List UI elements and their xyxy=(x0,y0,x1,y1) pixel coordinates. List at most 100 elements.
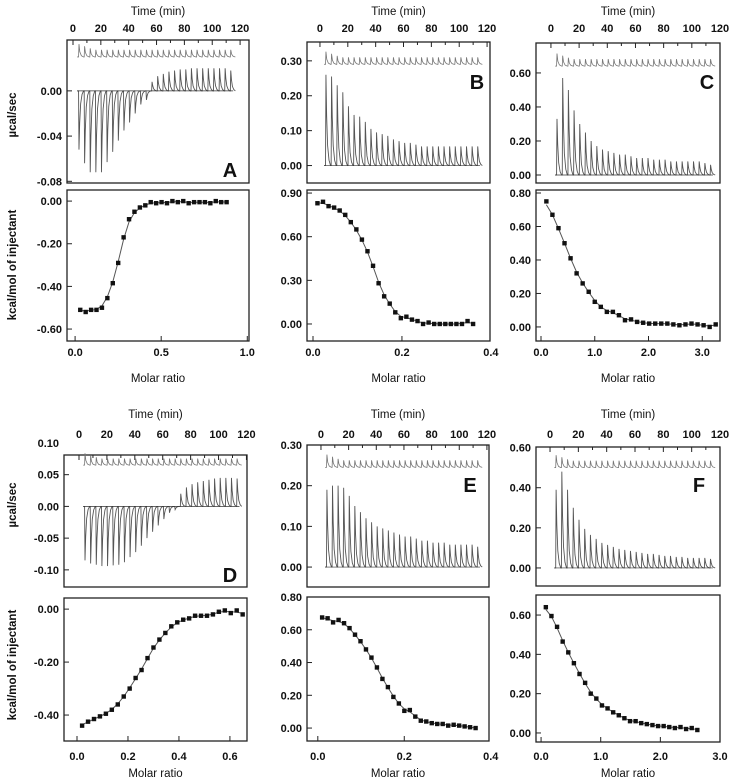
isotherm-y-axis-title: kcal/mol of injectant xyxy=(7,210,19,321)
isotherm-data-point xyxy=(97,714,103,719)
time-tick-label: 100 xyxy=(203,23,221,35)
isotherm-data-point xyxy=(610,309,616,315)
isotherm-data-point xyxy=(343,212,348,218)
isotherm-data-point xyxy=(470,321,476,327)
isotherm-y-tick-label: 0.00 xyxy=(38,604,59,616)
isotherm-data-point xyxy=(393,310,398,315)
isotherm-data-point xyxy=(644,721,650,727)
raw-y-axis-title: µcal/sec xyxy=(7,92,19,138)
isotherm-frame-A xyxy=(66,189,250,342)
isotherm-data-point xyxy=(143,203,148,208)
isotherm-data-point xyxy=(713,322,718,327)
isotherm-data-point xyxy=(315,201,320,206)
isotherm-y-tick-label: 0.60 xyxy=(281,625,302,637)
isotherm-data-point xyxy=(639,720,644,726)
isotherm-data-point xyxy=(554,624,560,630)
isotherm-data-point xyxy=(622,716,627,721)
time-tick-label: 0 xyxy=(548,23,554,35)
panel-label-F: F xyxy=(693,475,705,497)
raw-y-tick-label: 0.60 xyxy=(510,443,531,455)
isotherm-y-tick-label: 0.20 xyxy=(510,689,531,701)
isotherm-y-tick-label: 0.00 xyxy=(510,728,531,740)
molar-ratio-axis-title: Molar ratio xyxy=(601,373,655,385)
thermogram-frame-D xyxy=(63,454,248,588)
isotherm-data-point xyxy=(240,612,245,617)
molar-ratio-tick-label: 0.2 xyxy=(120,751,135,763)
raw-y-tick-label: 0.00 xyxy=(41,86,62,98)
isotherm-data-point xyxy=(556,225,561,231)
isotherm-data-point xyxy=(336,617,341,623)
reference-trace-D xyxy=(83,453,242,466)
isotherm-y-tick-label: 0.20 xyxy=(510,288,531,300)
fit-curve-D xyxy=(81,610,243,726)
isotherm-data-point xyxy=(689,725,694,731)
isotherm-data-point xyxy=(330,620,336,625)
isotherm-data-point xyxy=(413,714,418,719)
isotherm-data-point xyxy=(402,708,407,714)
isotherm-y-tick-label: -0.20 xyxy=(34,657,59,669)
time-tick-label: 60 xyxy=(398,429,410,441)
isotherm-data-point xyxy=(398,315,404,321)
time-tick-label: 20 xyxy=(95,23,107,35)
time-tick-label: 120 xyxy=(478,429,496,441)
isotherm-data-point xyxy=(228,610,233,616)
isotherm-frame-C xyxy=(535,189,721,342)
isotherm-y-tick-label: -0.40 xyxy=(34,710,59,722)
isotherm-data-point xyxy=(137,205,143,210)
isotherm-data-point xyxy=(415,318,420,324)
isotherm-data-point xyxy=(374,665,380,670)
time-axis-title: Time (min) xyxy=(371,6,426,18)
isotherm-y-tick-label: 0.00 xyxy=(41,196,62,208)
molar-ratio-tick-label: 3.0 xyxy=(695,347,710,359)
isotherm-data-point xyxy=(197,199,202,205)
isotherm-data-point xyxy=(347,625,352,631)
time-tick-label: 20 xyxy=(342,23,354,35)
isotherm-data-point xyxy=(695,322,700,327)
isotherm-data-point xyxy=(599,703,605,708)
molar-ratio-axis-title: Molar ratio xyxy=(131,373,185,385)
isotherm-y-tick-label: 0.40 xyxy=(510,255,531,267)
isotherm-data-point xyxy=(616,313,622,318)
reference-trace-E xyxy=(325,454,483,468)
isotherm-data-point xyxy=(78,307,83,313)
molar-ratio-tick-label: 1.0 xyxy=(240,347,255,359)
thermogram-frame-F xyxy=(535,446,721,587)
time-tick-label: 40 xyxy=(370,429,382,441)
molar-ratio-tick-label: 0.2 xyxy=(394,347,409,359)
isotherm-data-point xyxy=(208,201,213,206)
time-tick-label: 100 xyxy=(450,429,468,441)
isotherm-data-point xyxy=(550,212,555,217)
time-tick-label: 0 xyxy=(318,429,324,441)
isotherm-y-tick-label: 0.40 xyxy=(510,649,531,661)
isotherm-data-point xyxy=(426,320,431,325)
isotherm-data-point xyxy=(543,604,549,610)
molar-ratio-tick-label: 0.4 xyxy=(171,751,187,763)
isotherm-data-point xyxy=(127,686,132,691)
molar-ratio-tick-label: 0.4 xyxy=(483,751,499,763)
time-tick-label: 40 xyxy=(601,23,613,35)
isotherm-data-point xyxy=(192,613,198,618)
raw-y-tick-label: -0.04 xyxy=(37,131,63,143)
isotherm-data-point xyxy=(352,632,358,637)
molar-ratio-tick-label: 1.0 xyxy=(587,347,602,359)
molar-ratio-axis-title: Molar ratio xyxy=(601,768,655,780)
time-tick-label: 80 xyxy=(425,23,437,35)
time-tick-label: 20 xyxy=(101,429,113,441)
isotherm-data-point xyxy=(198,613,204,618)
isotherm-data-point xyxy=(443,321,448,327)
isotherm-data-point xyxy=(701,323,706,328)
isotherm-y-tick-label: -0.20 xyxy=(37,239,62,251)
time-tick-label: 0 xyxy=(70,23,76,35)
isotherm-data-point xyxy=(202,199,208,205)
isotherm-data-point xyxy=(115,702,120,707)
isotherm-data-point xyxy=(588,691,593,696)
molar-ratio-tick-label: 3.0 xyxy=(712,751,727,763)
isotherm-data-point xyxy=(319,615,325,620)
isotherm-data-point xyxy=(331,205,337,210)
isotherm-data-point xyxy=(103,711,109,716)
raw-y-tick-label: 0.10 xyxy=(38,438,59,450)
molar-ratio-tick-label: 0.0 xyxy=(533,751,548,763)
molar-ratio-tick-label: 1.0 xyxy=(593,751,608,763)
isotherm-data-point xyxy=(186,616,192,621)
